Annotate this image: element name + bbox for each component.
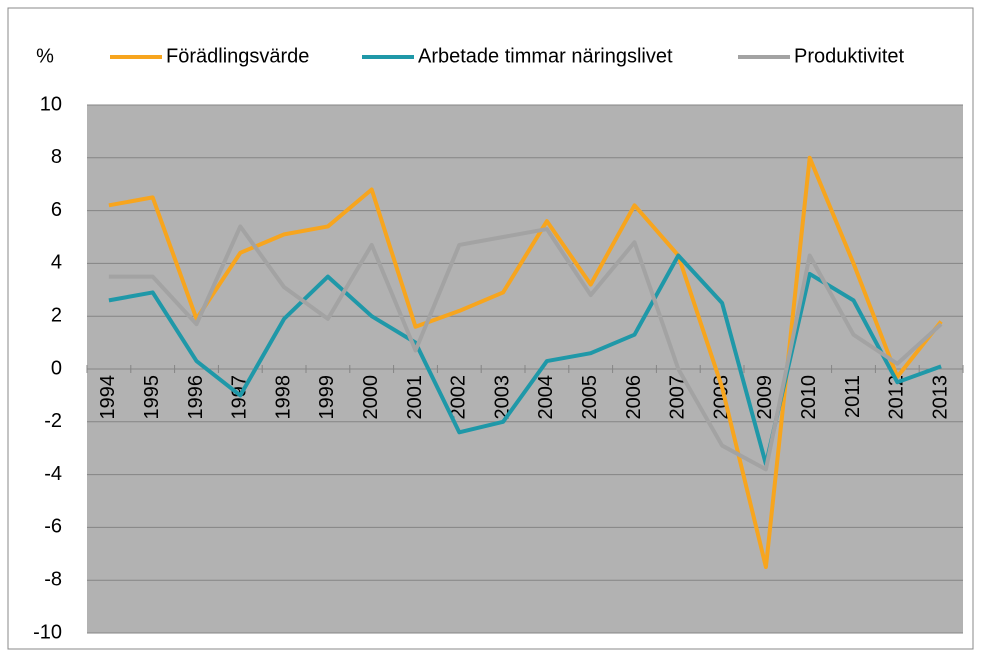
y-tick-label: -4	[44, 463, 62, 485]
x-tick-label: 2003	[491, 375, 513, 420]
y-tick-label: 6	[51, 199, 62, 221]
y-axis-label: %	[36, 45, 54, 67]
legend-label: Förädlingsvärde	[166, 45, 309, 67]
x-tick-label: 2012	[886, 375, 908, 420]
y-tick-label: 2	[51, 304, 62, 326]
series-line	[108, 253, 942, 467]
y-tick-label: 8	[51, 146, 62, 168]
x-tick-label: 1994	[97, 375, 119, 420]
x-tick-label: 2006	[623, 375, 645, 420]
x-tick-label: 1999	[316, 375, 338, 420]
y-tick-label: 10	[40, 93, 62, 115]
y-tick-label: 0	[51, 357, 62, 379]
x-tick-label: 2002	[448, 375, 470, 420]
x-tick-label: 2010	[798, 375, 820, 420]
y-tick-label: 4	[51, 252, 62, 274]
x-tick-label: 1998	[272, 375, 294, 420]
x-tick-label: 2009	[754, 375, 776, 420]
y-tick-label: -10	[33, 621, 62, 643]
y-tick-label: -8	[44, 568, 62, 590]
x-tick-label: 1995	[141, 375, 163, 420]
x-tick-label: 2005	[579, 375, 601, 420]
y-tick-label: -2	[44, 410, 62, 432]
x-tick-label: 2007	[667, 375, 689, 420]
x-tick-label: 2013	[929, 375, 951, 420]
series-line	[108, 224, 943, 472]
x-tick-label: 2004	[535, 375, 557, 420]
x-tick-label: 2000	[360, 375, 382, 420]
legend-label: Produktivitet	[794, 45, 904, 67]
series-line	[108, 155, 943, 569]
x-tick-label: 1996	[185, 375, 207, 420]
y-tick-label: -6	[44, 516, 62, 538]
x-tick-label: 2001	[404, 375, 426, 420]
legend-label: Arbetade timmar näringslivet	[418, 45, 673, 67]
x-tick-label: 2011	[842, 375, 864, 418]
